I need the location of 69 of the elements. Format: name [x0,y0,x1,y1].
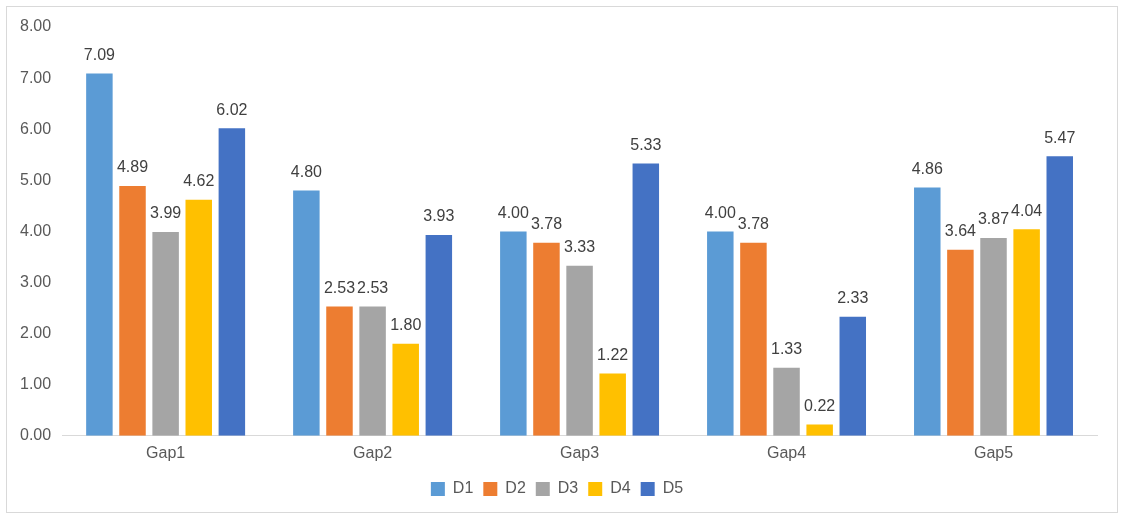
x-tick-label: Gap2 [353,443,393,461]
data-label: 5.47 [1044,128,1076,146]
data-label: 3.78 [530,215,563,233]
data-label: 1.80 [390,316,422,334]
data-label: 3.64 [944,222,977,240]
data-label: 4.89 [116,158,149,176]
bar [359,306,386,436]
bar [392,343,419,436]
data-label: 4.80 [290,162,323,180]
data-label: 4.62 [183,172,215,190]
bar [218,128,246,436]
data-label: 4.00 [704,203,736,221]
x-tick-label: Gap1 [146,443,186,461]
bar [599,373,626,436]
bar [1013,229,1040,436]
y-tick-label: 8.00 [20,17,52,35]
bar [839,316,867,436]
bar [293,190,320,436]
legend-label: D2 [505,479,526,497]
bar [152,231,179,436]
data-label: 7.09 [83,45,116,63]
bar [86,73,113,436]
data-label: 6.02 [216,100,248,118]
y-tick-label: 4.00 [20,221,52,239]
data-label: 2.53 [323,278,356,296]
bar [740,242,767,436]
y-tick-label: 0.00 [20,426,52,444]
data-label: 5.33 [630,135,662,153]
bar [533,242,560,436]
data-label: 1.22 [597,345,629,363]
bar [914,187,941,436]
data-label: 3.78 [737,215,770,233]
bar [425,234,453,436]
data-label: 0.22 [804,396,836,414]
legend-label: D5 [662,479,684,497]
bar [185,199,212,436]
data-label: 2.53 [357,278,389,296]
bar [500,231,527,436]
legend-label: D3 [557,479,579,497]
y-tick-label: 3.00 [20,272,52,290]
y-tick-label: 5.00 [20,170,52,188]
y-tick-label: 2.00 [20,324,52,342]
bar [806,424,833,436]
data-label: 4.00 [497,203,530,221]
bar [632,163,660,436]
data-label: 3.33 [564,238,596,256]
data-label: 3.87 [977,210,1010,228]
legend-label: D4 [610,479,631,497]
bar [947,249,974,436]
x-tick-label: Gap3 [560,443,600,461]
x-tick-label: Gap5 [973,443,1014,461]
data-label: 4.04 [1011,201,1043,219]
y-tick-label: 7.00 [20,68,52,86]
bar [119,185,146,436]
x-tick-label: Gap4 [766,443,807,461]
data-label: 1.33 [770,340,803,358]
data-label: 2.33 [837,289,869,307]
bar [326,306,353,436]
bar [980,238,1007,436]
data-label: 3.99 [150,204,182,222]
bar [566,265,593,436]
data-label: 4.86 [911,159,943,177]
bar [773,367,800,436]
legend-label: D1 [452,479,474,497]
y-tick-label: 6.00 [20,119,52,137]
bar [1046,156,1073,436]
bar [707,231,734,436]
data-label: 3.93 [423,207,455,225]
y-tick-label: 1.00 [20,375,52,393]
